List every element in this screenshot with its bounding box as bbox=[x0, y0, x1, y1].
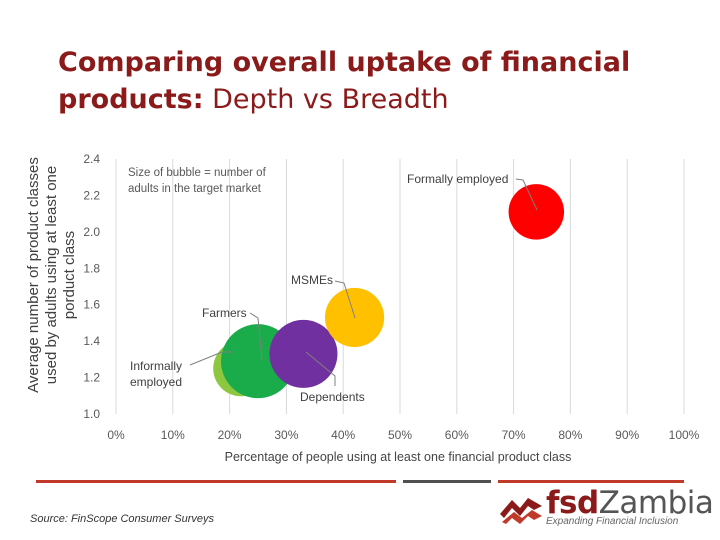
y-tick-label: 1.4 bbox=[83, 334, 100, 348]
chart-grid bbox=[115, 159, 685, 414]
logo-wordmark: fsdZambia bbox=[546, 485, 714, 521]
y-tick-label: 2.4 bbox=[83, 152, 100, 166]
x-tick-label: 60% bbox=[445, 428, 469, 442]
footer-bar-red bbox=[36, 480, 396, 483]
x-tick-label: 10% bbox=[161, 428, 185, 442]
logo-tagline: Expanding Financial Inclusion bbox=[546, 516, 679, 527]
leader-line bbox=[334, 280, 356, 319]
x-tick-label: 20% bbox=[218, 428, 242, 442]
leader-line bbox=[515, 178, 538, 211]
bubble-label: MSMEs bbox=[291, 273, 333, 287]
bubble-label: Dependents bbox=[300, 390, 365, 404]
leader-line bbox=[305, 351, 336, 386]
y-tick-label: 1.0 bbox=[83, 407, 100, 421]
y-tick-label: 1.2 bbox=[83, 371, 100, 385]
x-tick-label: 100% bbox=[669, 428, 700, 442]
x-tick-label: 80% bbox=[558, 428, 582, 442]
note-line: Size of bubble = number of bbox=[128, 167, 267, 179]
x-axis-label: Percentage of people using at least one … bbox=[225, 450, 572, 464]
bubble-formally-employed bbox=[508, 184, 565, 240]
bubble-labels: Informally employed Farmers Dependents MSMEs… bbox=[130, 172, 508, 404]
note-line: adults in the target market bbox=[128, 183, 262, 195]
x-tick-label: 0% bbox=[107, 428, 125, 442]
y-tick-label: 1.6 bbox=[83, 298, 100, 312]
leader-lines bbox=[189, 178, 538, 386]
footer-bar-gray bbox=[403, 480, 491, 483]
y-tick-labels: 1.0 1.2 1.4 1.6 1.8 2.0 2.2 2.4 bbox=[83, 152, 100, 421]
x-tick-label: 30% bbox=[274, 428, 298, 442]
y-axis-label-line: porduct class bbox=[61, 231, 78, 319]
bubble-label: Formally employed bbox=[407, 172, 508, 186]
x-tick-labels: 0% 10% 20% 30% 40% 50% 60% 70% 80% 90% 100% bbox=[107, 428, 699, 442]
bubble-label: Informally employed bbox=[130, 359, 182, 389]
y-axis-label-line: used by adults using at least one bbox=[43, 166, 60, 384]
title-bold: Comparing overall uptake of financial pr… bbox=[58, 47, 631, 115]
y-tick-label: 2.2 bbox=[83, 188, 100, 202]
bubble-dependents bbox=[269, 319, 338, 388]
bubble-label: Farmers bbox=[202, 306, 247, 320]
y-axis-label: Average number of product classes used by… bbox=[25, 157, 78, 393]
x-tick-label: 50% bbox=[388, 428, 412, 442]
footer-bar-red-right bbox=[498, 480, 684, 483]
leader-line bbox=[249, 312, 263, 361]
logo-zambia: Zambia bbox=[598, 485, 714, 521]
fsd-logo-icon bbox=[500, 498, 542, 524]
y-tick-label: 1.8 bbox=[83, 261, 100, 275]
logo-fsd: fsd bbox=[546, 485, 599, 521]
source-note: Source: FinScope Consumer Surveys bbox=[30, 513, 215, 525]
y-tick-label: 2.0 bbox=[83, 225, 100, 239]
x-tick-label: 90% bbox=[615, 428, 639, 442]
y-axis-label-line: Average number of product classes bbox=[25, 157, 42, 393]
title-normal: Depth vs Breadth bbox=[203, 84, 449, 115]
slide-title: Comparing overall uptake of financial pr… bbox=[58, 44, 678, 118]
x-tick-label: 40% bbox=[331, 428, 355, 442]
leader-line bbox=[189, 351, 233, 366]
bubbles bbox=[213, 184, 565, 399]
bubble-size-note: Size of bubble = number of adults in the … bbox=[128, 167, 267, 195]
x-tick-label: 70% bbox=[502, 428, 526, 442]
